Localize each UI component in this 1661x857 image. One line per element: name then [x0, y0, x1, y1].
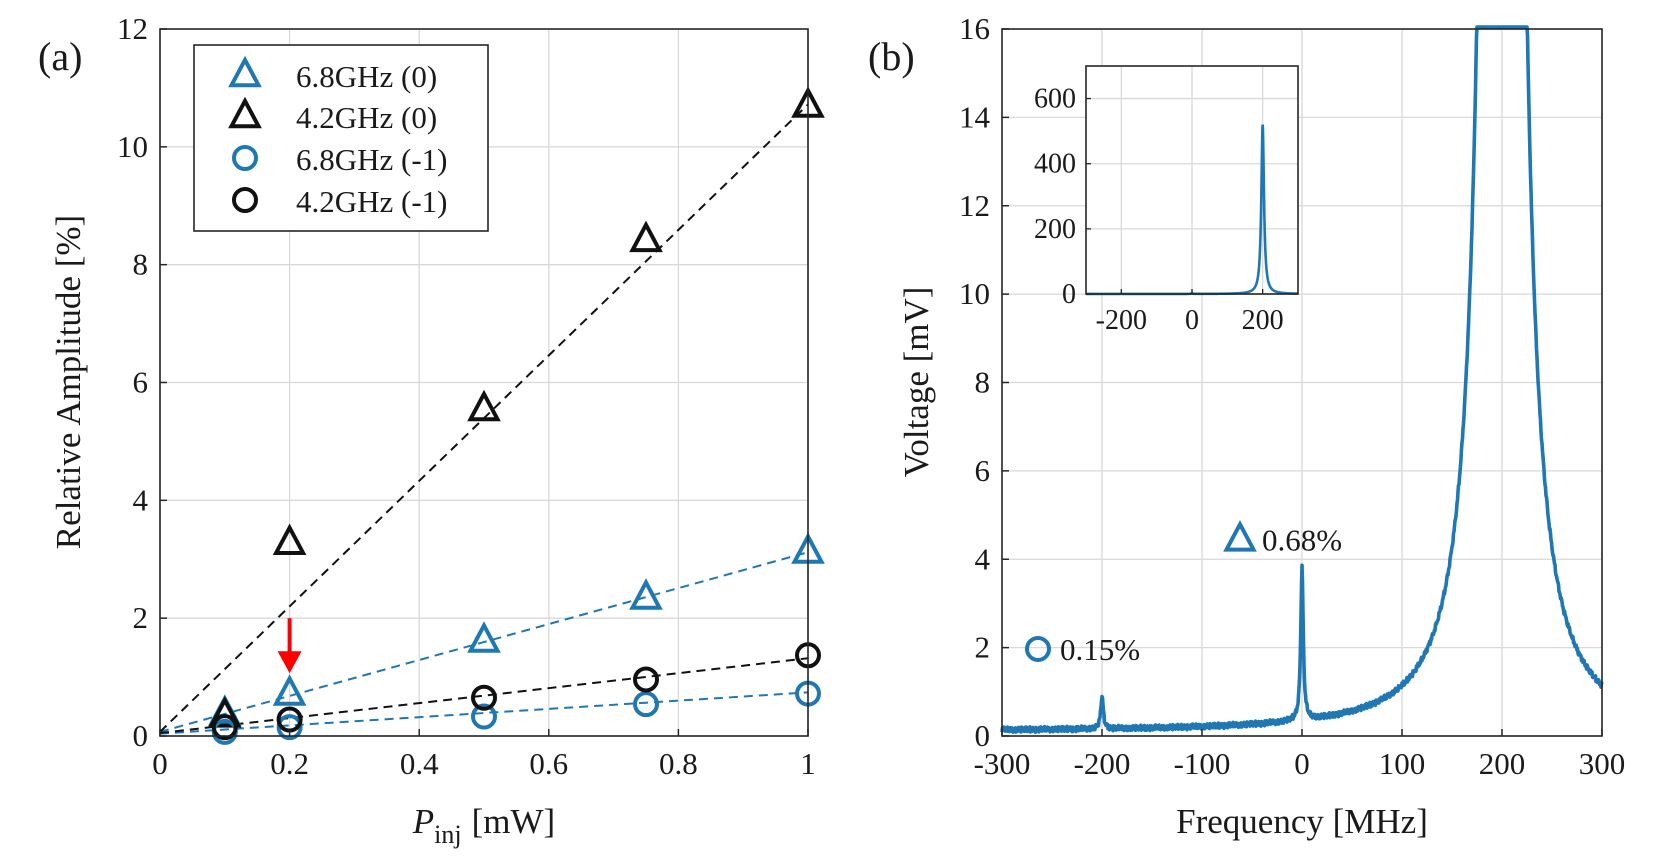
panel-a-xlabel-subscript: inj	[434, 820, 461, 849]
data-point-circle	[211, 714, 238, 741]
inset-y-tick-label: 400	[1034, 149, 1076, 180]
inset-x-tick-label: -200	[1096, 305, 1147, 336]
x-tick-label: 0.4	[400, 746, 439, 781]
legend-entry-4: 4.2GHz (-1)	[296, 184, 448, 219]
data-point-triangle	[207, 696, 242, 728]
x-tick-label: 300	[1579, 746, 1626, 781]
legend-marker-circle	[232, 145, 258, 171]
data-point-triangle	[629, 220, 663, 253]
x-tick-label: -200	[1074, 746, 1131, 781]
data-point-circle	[471, 703, 497, 730]
annotation-marker-circle	[1025, 635, 1051, 662]
panel-a-legend: 6.8GHz (0) 4.2GHz (0) 6.8GHz (-1) 4.2GHz…	[193, 44, 489, 232]
y-tick-label: 16	[959, 11, 990, 46]
x-tick-label: 0	[152, 746, 168, 781]
y-tick-label: 10	[117, 129, 148, 164]
y-tick-label: 8	[133, 247, 149, 282]
panel-a-xlabel-symbol: P	[412, 802, 434, 841]
panel-b-label: (b)	[868, 34, 915, 79]
fit-line-series-1	[159, 551, 809, 733]
y-tick-label: 12	[959, 188, 990, 223]
inset-x-tick-label: 0	[1185, 305, 1199, 336]
panel-b: (b) -300 -200 -100 0 100 200 3000246810121416 …	[868, 11, 1625, 841]
data-point-circle	[276, 714, 303, 741]
y-tick-label: 4	[975, 541, 991, 576]
panel-a-xlabel: Pinj [mW]	[412, 802, 555, 849]
y-tick-label: 12	[117, 11, 148, 46]
data-point-triangle	[272, 674, 307, 706]
panel-a-markers	[207, 86, 825, 745]
inset-ticks: -200 0 200 0 200 400 600	[1034, 84, 1284, 336]
x-tick-label: 1	[800, 746, 816, 781]
y-tick-label: 4	[133, 482, 149, 517]
red-arrow-head	[277, 651, 302, 674]
panel-a-ylabel: Relative Amplitude [%]	[49, 215, 88, 549]
legend-marker-triangle	[228, 96, 262, 129]
x-tick-label: 100	[1379, 746, 1426, 781]
panel-b-spectrum-line	[1000, 25, 1604, 735]
legend-entry-1: 6.8GHz (0)	[296, 59, 437, 94]
fit-line-series-3	[159, 691, 809, 735]
x-tick-label: -300	[974, 746, 1031, 781]
data-point-triangle	[467, 621, 501, 653]
legend-marker-circle	[232, 187, 258, 213]
y-tick-label: 6	[133, 365, 149, 400]
x-tick-label: 0.6	[529, 746, 568, 781]
y-tick-label: 2	[975, 630, 991, 665]
x-tick-label: -100	[1174, 746, 1231, 781]
y-tick-label: 0	[975, 718, 991, 753]
data-point-circle	[633, 666, 659, 693]
annotation-label: 0.68%	[1262, 522, 1342, 557]
data-point-triangle	[272, 523, 307, 555]
red-arrow-annotation	[277, 618, 302, 674]
inset-y-tick-label: 600	[1034, 84, 1076, 115]
legend-entry-2: 4.2GHz (0)	[296, 100, 437, 135]
legend-marker-triangle	[228, 55, 262, 88]
y-tick-label: 6	[975, 453, 991, 488]
legend-entry-3: 6.8GHz (-1)	[296, 142, 448, 177]
legend-box	[193, 44, 489, 232]
data-point-triangle	[467, 389, 501, 422]
x-tick-label: 0.8	[659, 746, 698, 781]
panel-b-annotations: 0.68% 0.15%	[1025, 520, 1342, 667]
x-tick-label: 0.2	[270, 746, 309, 781]
y-tick-label: 10	[959, 276, 990, 311]
panel-b-inset: -200 0 200 0 200 400 600	[1034, 65, 1299, 336]
x-tick-label: 0	[1294, 746, 1310, 781]
y-tick-label: 2	[133, 600, 149, 635]
panel-b-xlabel: Frequency [MHz]	[1176, 802, 1428, 841]
panel-a-xlabel-unit: [mW]	[472, 802, 556, 841]
inset-x-tick-label: 200	[1242, 305, 1284, 336]
y-tick-label: 14	[959, 99, 991, 134]
annotation-marker-triangle	[1223, 520, 1257, 552]
data-point-circle	[471, 684, 497, 711]
fit-line-series-4	[159, 657, 809, 735]
inset-y-tick-label: 200	[1034, 214, 1076, 245]
inset-y-tick-label: 0	[1062, 279, 1076, 310]
panel-b-ylabel: Voltage [mV]	[897, 287, 936, 478]
annotation-label: 0.15%	[1060, 632, 1140, 667]
y-tick-label: 8	[975, 365, 991, 400]
x-tick-label: 200	[1479, 746, 1526, 781]
panel-b-ticks: -300 -200 -100 0 100 200 300 0 2 4 6 8 10 12 14 16	[959, 11, 1625, 781]
y-tick-label: 0	[133, 718, 149, 753]
data-point-triangle	[629, 578, 663, 610]
panel-a-label: (a)	[38, 34, 82, 79]
data-point-circle	[633, 691, 659, 718]
